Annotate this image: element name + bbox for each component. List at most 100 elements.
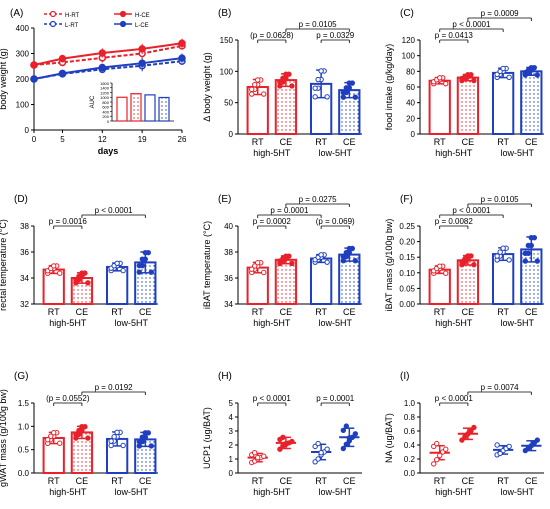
data-point bbox=[352, 431, 359, 437]
data-point bbox=[136, 443, 143, 449]
y-tick-label: 400 bbox=[16, 24, 30, 33]
data-point bbox=[51, 263, 57, 269]
group-label: high-5HT bbox=[435, 318, 473, 328]
data-point bbox=[249, 266, 255, 272]
x-tick-label: RT bbox=[497, 307, 509, 317]
inset-tick-label: 600 bbox=[102, 105, 109, 110]
y-tick-label: 0.2 bbox=[404, 455, 416, 464]
y-tick-label: 0.25 bbox=[399, 222, 415, 231]
y-tick-label: 38 bbox=[20, 222, 29, 231]
panel-label: (E) bbox=[218, 194, 231, 205]
group-label: high-5HT bbox=[49, 318, 87, 328]
data-point bbox=[534, 72, 541, 78]
panel-label: (A) bbox=[10, 8, 23, 19]
x-tick-label: CE bbox=[76, 476, 89, 486]
y-tick-label: 0 bbox=[411, 130, 416, 139]
p-value-label: (p = 0.0552) bbox=[46, 394, 90, 403]
y-tick-label: 60 bbox=[406, 83, 415, 92]
panel-f: (F) 0.00 0.05 0.10 0.15 0.20 0.25 iBAT mass (g/… bbox=[384, 194, 544, 328]
x-tick-label: RT bbox=[315, 137, 327, 147]
y-tick-label: 36 bbox=[224, 274, 233, 283]
data-point bbox=[443, 270, 449, 276]
data-point bbox=[315, 440, 321, 447]
panel-i: (I) 0.0 0.2 0.4 0.6 0.8 1.0 NA (ug/BAT) RT CE RT CE… bbox=[384, 371, 544, 497]
data-point bbox=[525, 242, 532, 249]
data-point bbox=[528, 64, 535, 71]
data-point bbox=[142, 430, 149, 436]
y-tick-label: 100 bbox=[220, 67, 234, 76]
data-point bbox=[76, 273, 82, 280]
data-point bbox=[494, 253, 500, 259]
y-tick-label: 4 bbox=[229, 413, 234, 422]
inset-bar bbox=[130, 93, 142, 122]
x-tick-label: 19 bbox=[138, 135, 147, 144]
p-value-label: p = 0.0016 bbox=[49, 217, 88, 226]
p-value-label: p = 0.0009 bbox=[481, 9, 520, 18]
y-tick-label: 0.5 bbox=[18, 446, 30, 455]
inset-y-label: AUC bbox=[90, 95, 96, 108]
x-tick-label: CE bbox=[462, 137, 475, 147]
x-tick-label: CE bbox=[525, 476, 538, 486]
data-point bbox=[51, 430, 57, 436]
data-point bbox=[315, 456, 321, 462]
panel-d: (D) 32 34 36 38 rectal temperature (°C) RT CE RT… bbox=[0, 194, 158, 328]
panel-label: (G) bbox=[14, 371, 28, 382]
data-point bbox=[108, 438, 114, 444]
data-point bbox=[136, 269, 143, 275]
x-tick-label: 0 bbox=[32, 135, 37, 144]
data-point bbox=[324, 259, 330, 265]
panel-a: (A) 0 100 200 300 400 body weight (g) 0 5 12 19 26 d… bbox=[0, 8, 187, 156]
data-point bbox=[79, 424, 85, 430]
p-value-label: p < 0.0001 bbox=[452, 20, 491, 29]
data-point bbox=[434, 457, 440, 463]
data-point bbox=[261, 91, 267, 97]
y-tick-label: 34 bbox=[20, 274, 29, 283]
data-point bbox=[277, 446, 283, 452]
x-tick-label: CE bbox=[76, 307, 89, 317]
y-axis-label: iBAT mass (g/100g bw) bbox=[384, 219, 394, 312]
group-label: low-5HT bbox=[318, 318, 352, 328]
inset-tick-label: 200 bbox=[102, 114, 109, 119]
y-tick-label: 200 bbox=[16, 75, 30, 84]
group-label: high-5HT bbox=[253, 487, 291, 497]
y-tick-label: 40 bbox=[224, 222, 233, 231]
legend-marker bbox=[49, 20, 57, 28]
group-label: low-5HT bbox=[500, 318, 534, 328]
group-label: low-5HT bbox=[114, 487, 148, 497]
x-tick-label: RT bbox=[252, 307, 264, 317]
group-label: high-5HT bbox=[253, 318, 291, 328]
y-tick-label: 300 bbox=[16, 50, 30, 59]
y-axis-label: rectal temperature (°C) bbox=[0, 219, 8, 311]
p-value-label: p < 0.0001 bbox=[452, 206, 491, 215]
data-point bbox=[108, 442, 114, 449]
legend-label: L-CE bbox=[135, 23, 149, 29]
data-point bbox=[252, 263, 258, 269]
data-point bbox=[255, 260, 261, 266]
panel-label: (B) bbox=[218, 8, 231, 19]
data-point bbox=[283, 253, 289, 259]
y-tick-label: 1 bbox=[229, 455, 234, 464]
y-tick-label: 0.00 bbox=[399, 300, 415, 309]
data-point bbox=[289, 260, 295, 267]
y-axis-label: Δ body weight (g) bbox=[202, 52, 212, 122]
data-point bbox=[437, 452, 443, 459]
group-label: high-5HT bbox=[435, 487, 473, 497]
inset-tick-label: 1400 bbox=[100, 86, 110, 91]
y-tick-label: 1.0 bbox=[18, 422, 30, 431]
y-axis-label: iBAT temperature (°C) bbox=[202, 221, 212, 309]
y-tick-label: 150 bbox=[220, 36, 234, 45]
y-tick-label: 0.4 bbox=[404, 441, 416, 450]
data-point bbox=[252, 81, 258, 88]
y-tick-label: 36 bbox=[20, 248, 29, 257]
x-tick-label: RT bbox=[252, 476, 264, 486]
y-tick-label: 0.6 bbox=[404, 427, 416, 436]
inset-tick-label: 1000 bbox=[100, 95, 110, 100]
data-point bbox=[45, 437, 51, 443]
y-axis-label: body weight (g) bbox=[0, 48, 8, 110]
data-point bbox=[76, 427, 82, 434]
data-point bbox=[522, 258, 529, 264]
group-label: low-5HT bbox=[114, 318, 148, 328]
data-point bbox=[261, 453, 267, 459]
